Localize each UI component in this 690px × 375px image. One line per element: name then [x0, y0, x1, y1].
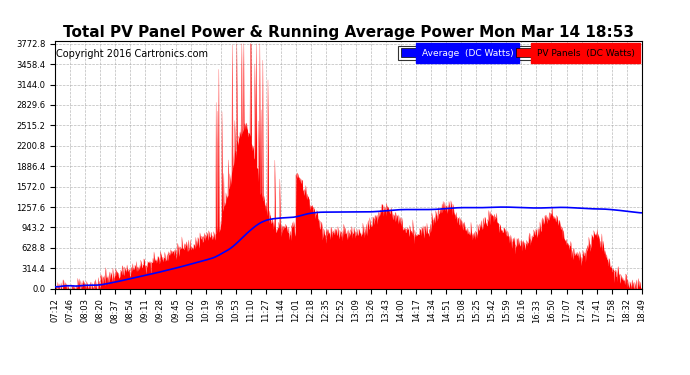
Text: Copyright 2016 Cartronics.com: Copyright 2016 Cartronics.com — [57, 49, 208, 58]
Legend: Average  (DC Watts), PV Panels  (DC Watts): Average (DC Watts), PV Panels (DC Watts) — [398, 46, 637, 60]
Title: Total PV Panel Power & Running Average Power Mon Mar 14 18:53: Total PV Panel Power & Running Average P… — [63, 25, 634, 40]
